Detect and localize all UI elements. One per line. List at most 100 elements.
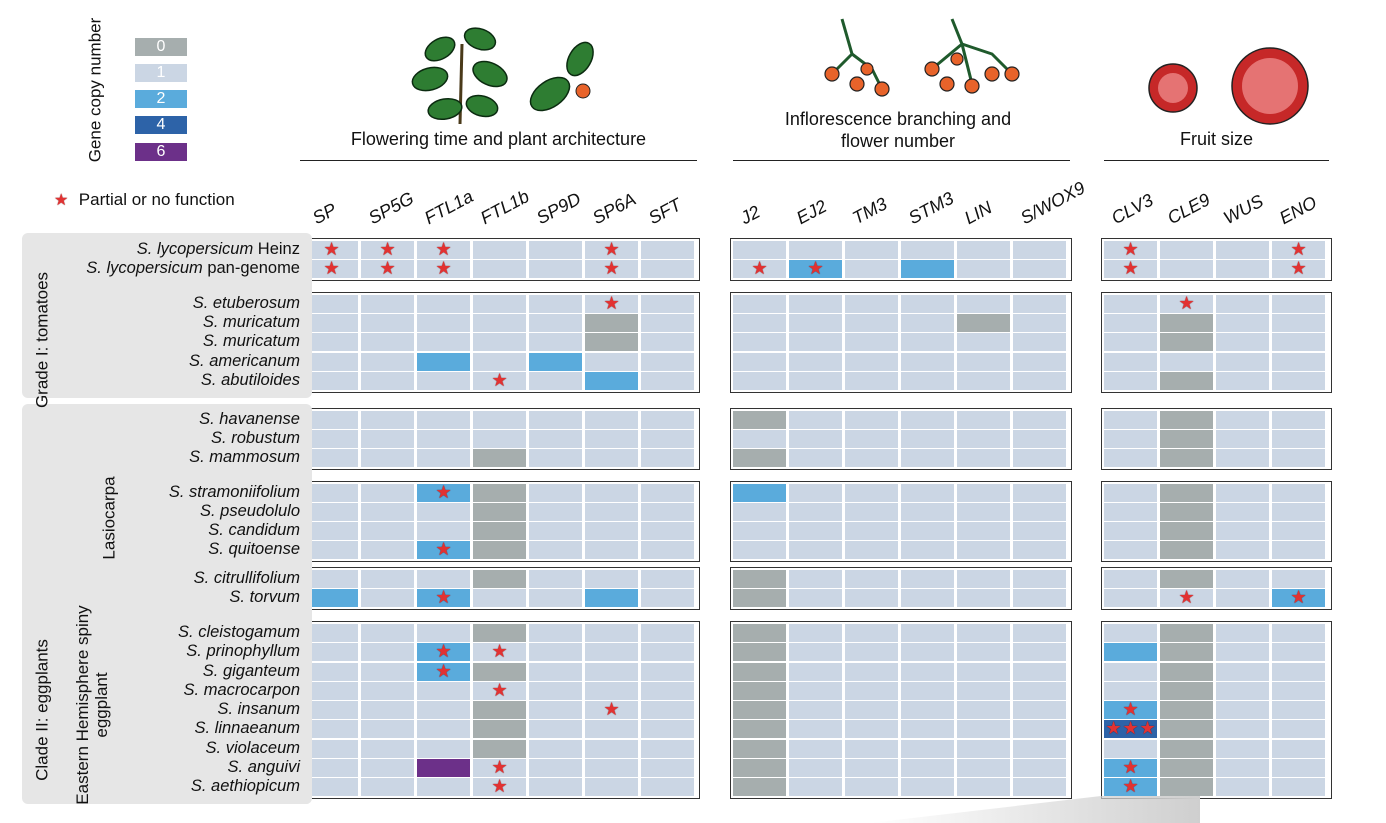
heatmap-cell: [361, 778, 414, 796]
heatmap-cell: [417, 372, 470, 390]
heatmap-cell: [473, 430, 526, 448]
heatmap-cell: [361, 589, 414, 607]
heatmap-cell: [417, 720, 470, 738]
heatmap-cell: [1104, 541, 1157, 559]
heatmap-cell: [417, 682, 470, 700]
heatmap-cell: [1160, 314, 1213, 332]
heatmap-cell: [1160, 295, 1213, 313]
heatmap-cell: [473, 624, 526, 642]
heatmap-cell: [529, 260, 582, 278]
star-icon: ★: [603, 258, 620, 278]
heatmap-cell: [901, 720, 954, 738]
heatmap-cell: [1216, 484, 1269, 502]
heatmap-cell: [1104, 570, 1157, 588]
heatmap-cell: [957, 682, 1010, 700]
heatmap-cell: [1272, 260, 1325, 278]
heatmap-cell: [789, 759, 842, 777]
gene-label: CLV3: [1108, 189, 1157, 229]
heatmap-cell: [1160, 260, 1213, 278]
heatmap-cell: [1272, 740, 1325, 758]
species-label: S. havanense: [199, 410, 300, 428]
heatmap-cell: [529, 682, 582, 700]
heatmap-cell: [789, 663, 842, 681]
species-label: S. americanum: [189, 352, 300, 370]
plant-illustration: [411, 27, 594, 125]
heatmap-cell: [1013, 503, 1066, 521]
star-icon: ★: [751, 258, 768, 278]
heatmap-cell: [305, 372, 358, 390]
star-icon: ★: [1122, 239, 1139, 259]
heatmap-cell: [733, 314, 786, 332]
heatmap-cell: [1160, 353, 1213, 371]
heatmap-cell: [1216, 372, 1269, 390]
heatmap-cell: [1013, 643, 1066, 661]
heatmap-cell: [417, 541, 470, 559]
heatmap-cell: [1013, 241, 1066, 259]
heatmap-cell: [361, 314, 414, 332]
heatmap-cell: [1013, 484, 1066, 502]
heatmap-cell: [1160, 740, 1213, 758]
heatmap-cell: [1160, 503, 1213, 521]
heatmap-cell: [789, 589, 842, 607]
heatmap-cell: [1272, 778, 1325, 796]
heatmap-cell: [1013, 740, 1066, 758]
species-label: S. muricatum: [202, 313, 300, 331]
heatmap-cell: [1272, 701, 1325, 719]
legend-swatch-2: 2: [135, 90, 187, 108]
heatmap-cell: [733, 570, 786, 588]
heatmap-cell: [473, 778, 526, 796]
heatmap-cell: [845, 260, 898, 278]
section-title: Inflorescence branching and flower numbe…: [784, 109, 1012, 151]
heatmap-cell: [305, 682, 358, 700]
heatmap-cell: [789, 372, 842, 390]
heatmap-cell: [641, 701, 694, 719]
star-icon: ★: [491, 370, 508, 390]
heatmap-cell: [901, 541, 954, 559]
heatmap-cell: [1272, 333, 1325, 351]
heatmap-cell: [1160, 570, 1213, 588]
heatmap-cell: [1272, 411, 1325, 429]
star-icon: ★: [323, 258, 340, 278]
species-label: S. stramoniifolium: [168, 483, 300, 501]
heatmap-cell: [473, 411, 526, 429]
heatmap-cell: [305, 778, 358, 796]
gene-label: ENO: [1276, 192, 1320, 229]
heatmap-cell: [529, 720, 582, 738]
heatmap-cell: [957, 541, 1010, 559]
heatmap-cell: [361, 663, 414, 681]
star-icon: ★: [491, 776, 508, 796]
heatmap-cell: [789, 295, 842, 313]
heatmap-cell: [1272, 570, 1325, 588]
heatmap-cell: [417, 663, 470, 681]
star-icon: ★: [1105, 718, 1122, 738]
heatmap-cell: [1013, 624, 1066, 642]
heatmap-cell: [789, 701, 842, 719]
heatmap-cell: [957, 503, 1010, 521]
heatmap-cell: [585, 701, 638, 719]
heatmap-cell: [957, 701, 1010, 719]
heatmap-cell: [1272, 682, 1325, 700]
heatmap-cell: [1160, 411, 1213, 429]
legend-swatch-4: 4: [135, 116, 187, 134]
heatmap-cell: [473, 484, 526, 502]
heatmap-cell: [641, 740, 694, 758]
group-background: [68, 606, 312, 804]
heatmap-cell: [901, 484, 954, 502]
gene-label: LIN: [961, 197, 996, 229]
heatmap-cell: [1272, 759, 1325, 777]
heatmap-cell: [1013, 522, 1066, 540]
heatmap-cell: [1104, 314, 1157, 332]
heatmap-cell: [1104, 740, 1157, 758]
heatmap-cell: [529, 372, 582, 390]
heatmap-cell: [733, 503, 786, 521]
heatmap-cell: [845, 430, 898, 448]
heatmap-cell: [845, 241, 898, 259]
species-label: S. pseudolulo: [200, 502, 300, 520]
heatmap-cell: [733, 484, 786, 502]
heatmap-cell: [361, 740, 414, 758]
heatmap-cell: [585, 314, 638, 332]
heatmap-cell: [473, 589, 526, 607]
heatmap-cell: [845, 624, 898, 642]
section-title: Fruit size: [1179, 129, 1253, 149]
heatmap-cell: [1216, 503, 1269, 521]
